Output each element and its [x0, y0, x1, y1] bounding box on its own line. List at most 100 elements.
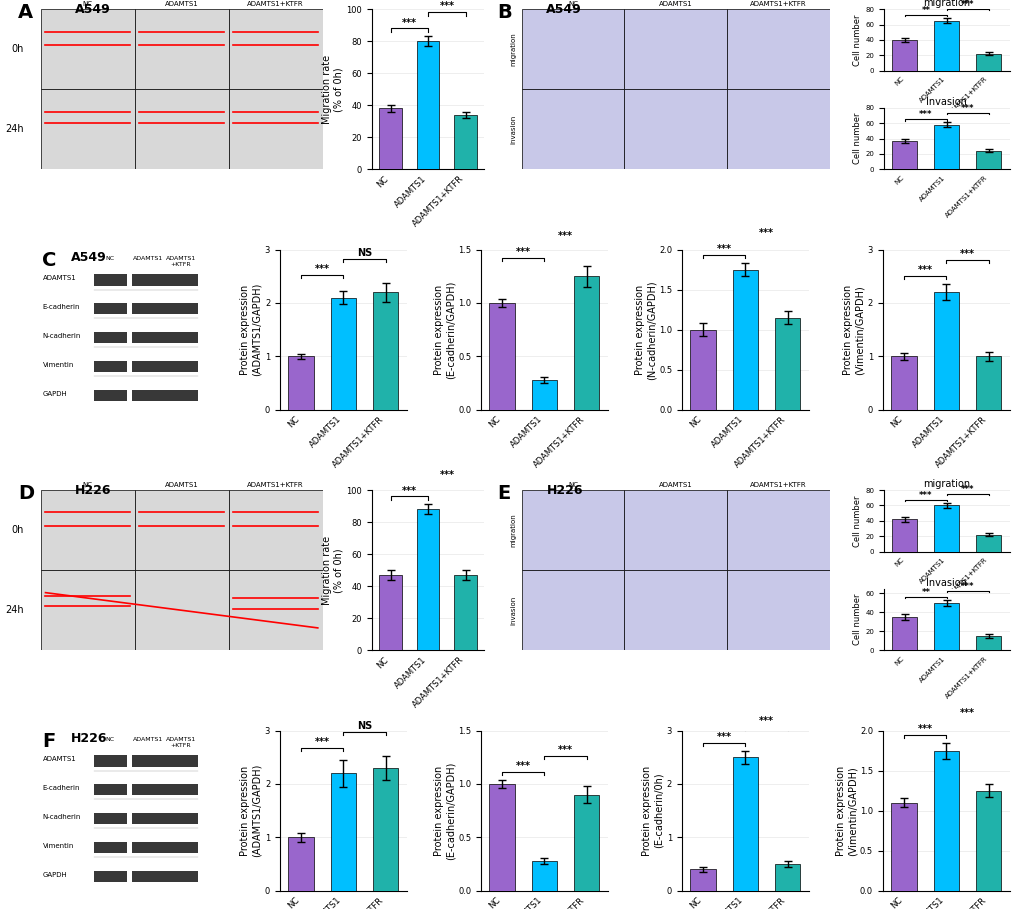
Y-axis label: Cell number: Cell number — [853, 113, 861, 165]
FancyBboxPatch shape — [135, 9, 228, 89]
Y-axis label: Protein expression
(Vimentin/GAPDH): Protein expression (Vimentin/GAPDH) — [843, 285, 864, 375]
FancyBboxPatch shape — [164, 871, 198, 882]
Text: ***: *** — [918, 110, 931, 119]
FancyBboxPatch shape — [624, 570, 727, 650]
FancyBboxPatch shape — [164, 813, 198, 824]
Bar — [732, 757, 757, 891]
FancyBboxPatch shape — [164, 361, 198, 372]
FancyBboxPatch shape — [727, 490, 828, 570]
Y-axis label: Cell number: Cell number — [853, 495, 861, 546]
Text: ADAMTS1: ADAMTS1 — [132, 737, 163, 742]
Bar — [975, 534, 1001, 552]
Text: ADAMTS1
+KTFR: ADAMTS1 +KTFR — [166, 737, 196, 748]
FancyBboxPatch shape — [131, 842, 164, 854]
Bar — [454, 575, 477, 650]
Text: H226: H226 — [70, 732, 107, 745]
Text: ADAMTS1+KTFR: ADAMTS1+KTFR — [247, 483, 304, 488]
FancyBboxPatch shape — [228, 570, 322, 650]
FancyBboxPatch shape — [131, 332, 164, 344]
Bar — [330, 774, 356, 891]
Text: 0h: 0h — [11, 525, 23, 535]
Text: C: C — [43, 251, 57, 270]
Text: NC: NC — [568, 2, 578, 7]
FancyBboxPatch shape — [164, 275, 198, 285]
Text: NC: NC — [568, 483, 578, 488]
Text: ***: *** — [960, 0, 973, 9]
Bar — [489, 784, 515, 891]
Text: ***: *** — [917, 265, 931, 275]
FancyBboxPatch shape — [94, 361, 126, 372]
Text: ***: *** — [918, 491, 931, 500]
Bar — [891, 356, 916, 410]
Bar — [975, 356, 1001, 410]
FancyBboxPatch shape — [131, 813, 164, 824]
Y-axis label: Protein expression
(Vimentin/GAPDH): Protein expression (Vimentin/GAPDH) — [835, 765, 856, 855]
FancyBboxPatch shape — [624, 490, 727, 570]
Bar — [454, 115, 477, 169]
Text: Vimentin: Vimentin — [43, 362, 73, 368]
Text: H226: H226 — [546, 484, 582, 496]
Text: ADAMTS1+KTFR: ADAMTS1+KTFR — [749, 2, 806, 7]
Bar — [690, 330, 715, 410]
Y-axis label: Cell number: Cell number — [853, 15, 861, 65]
Text: NS: NS — [357, 722, 372, 732]
Text: B: B — [496, 3, 512, 22]
Text: invasion: invasion — [511, 595, 516, 624]
Title: migration: migration — [922, 0, 969, 8]
Bar — [774, 318, 800, 410]
FancyBboxPatch shape — [94, 784, 126, 795]
Text: ***: *** — [960, 484, 973, 494]
Text: A549: A549 — [70, 251, 106, 265]
FancyBboxPatch shape — [131, 361, 164, 372]
Bar — [373, 768, 398, 891]
Text: NC: NC — [83, 483, 93, 488]
Bar — [892, 40, 916, 71]
FancyBboxPatch shape — [164, 332, 198, 344]
Y-axis label: Protein expression
(E-cadherin/GAPDH): Protein expression (E-cadherin/GAPDH) — [433, 281, 454, 379]
Y-axis label: Protein expression
(E-cadherin/GAPDH): Protein expression (E-cadherin/GAPDH) — [433, 762, 454, 860]
Text: ADAMTS1: ADAMTS1 — [165, 483, 199, 488]
FancyBboxPatch shape — [94, 275, 126, 285]
Text: ADAMTS1: ADAMTS1 — [132, 256, 163, 261]
Text: ***: *** — [516, 246, 530, 256]
Bar — [417, 509, 439, 650]
Text: ***: *** — [959, 249, 974, 259]
Bar — [892, 617, 916, 650]
Text: H226: H226 — [74, 484, 111, 496]
Bar — [379, 575, 401, 650]
FancyBboxPatch shape — [522, 9, 624, 89]
Text: migration: migration — [511, 514, 516, 547]
Text: ***: *** — [716, 245, 731, 255]
Bar — [933, 125, 959, 169]
Bar — [330, 297, 356, 410]
Bar — [932, 751, 958, 891]
Text: GAPDH: GAPDH — [43, 391, 67, 397]
Text: NC: NC — [105, 256, 114, 261]
Bar — [891, 803, 916, 891]
FancyBboxPatch shape — [131, 275, 164, 285]
FancyBboxPatch shape — [727, 89, 828, 169]
FancyBboxPatch shape — [522, 89, 624, 169]
Bar — [574, 276, 599, 410]
Text: ***: *** — [716, 732, 731, 742]
Y-axis label: Protein expression
(ADAMTS1/GAPDH): Protein expression (ADAMTS1/GAPDH) — [240, 764, 262, 857]
FancyBboxPatch shape — [41, 9, 135, 89]
Text: 24h: 24h — [5, 605, 23, 615]
Bar — [690, 869, 715, 891]
FancyBboxPatch shape — [135, 490, 228, 570]
Bar — [932, 293, 958, 410]
FancyBboxPatch shape — [228, 89, 322, 169]
Bar — [531, 861, 556, 891]
Bar — [975, 636, 1001, 650]
Text: F: F — [43, 732, 56, 751]
Bar — [288, 837, 314, 891]
Text: A549: A549 — [74, 3, 110, 15]
Text: ***: *** — [439, 470, 454, 480]
Text: ***: *** — [917, 724, 931, 734]
FancyBboxPatch shape — [624, 89, 727, 169]
Y-axis label: Protein expression
(N-cadherin/GAPDH): Protein expression (N-cadherin/GAPDH) — [634, 280, 655, 380]
Bar — [975, 151, 1001, 169]
FancyBboxPatch shape — [131, 871, 164, 882]
Bar — [373, 293, 398, 410]
Text: N-cadherin: N-cadherin — [43, 814, 81, 820]
